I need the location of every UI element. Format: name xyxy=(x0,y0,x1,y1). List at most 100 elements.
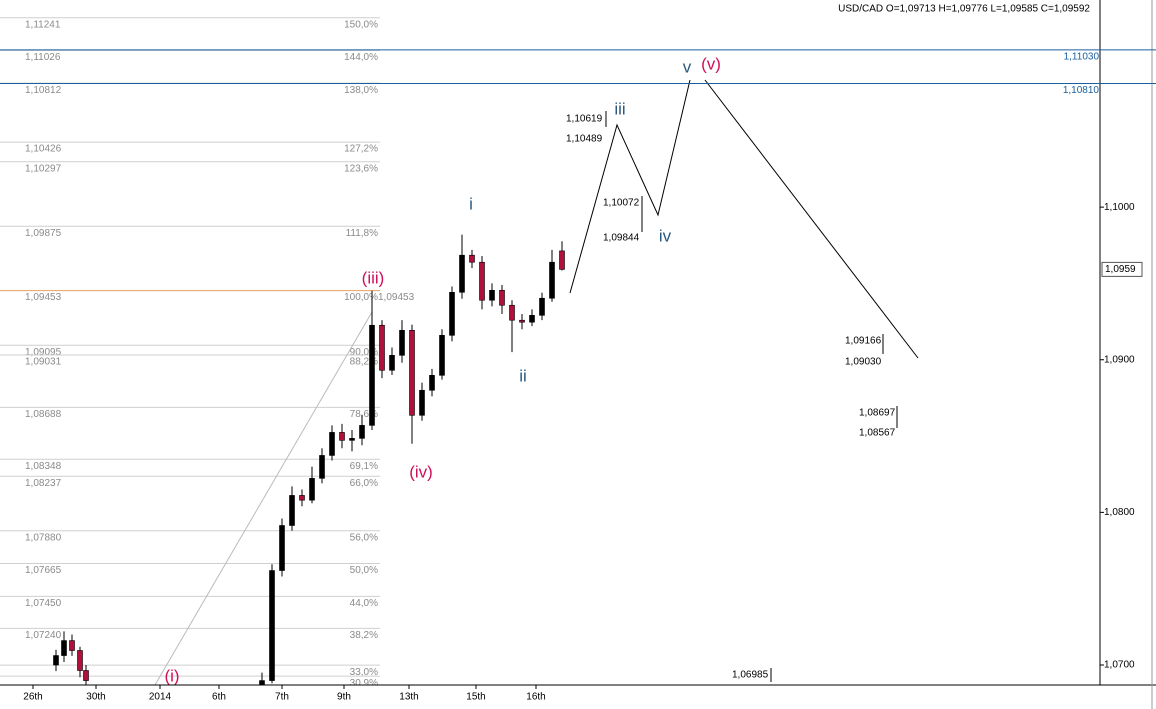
last-price-box xyxy=(1101,261,1143,277)
fib-pct-label: 30,9% xyxy=(350,678,378,689)
fib-pct-label: 44,0% xyxy=(350,598,378,609)
wave-label: iii xyxy=(614,99,625,118)
candle-body xyxy=(469,254,475,263)
level-label: 1,10810 xyxy=(1063,85,1100,96)
candle-body xyxy=(339,432,345,441)
wave-label: i xyxy=(469,194,473,213)
fib-pct-label: 69,1% xyxy=(350,461,378,472)
fib-price-label: 1,09031 xyxy=(25,357,62,368)
fib-pct-label: 33,0% xyxy=(350,667,378,678)
x-tick-label: 9th xyxy=(337,692,351,703)
candle-body xyxy=(499,290,505,306)
wave-label: iv xyxy=(659,226,672,245)
price-annotation: 1,10072 xyxy=(603,198,640,209)
fib-price-label: 1,09875 xyxy=(25,228,62,239)
candle-body xyxy=(319,455,325,479)
price-annotation: 1,08697 xyxy=(859,408,896,419)
fib-pct-label: 150,0% xyxy=(344,19,378,30)
fib-pct-label: 38,2% xyxy=(350,630,378,641)
projection-line xyxy=(704,79,919,359)
fib-price-label: 1,10812 xyxy=(25,85,62,96)
candle-body xyxy=(449,291,455,336)
candle-body xyxy=(439,335,445,376)
fib-price-label-right: 1,09453 xyxy=(378,292,415,303)
fib-price-label: 1,08348 xyxy=(25,461,62,472)
wave-label: v xyxy=(683,57,692,76)
x-tick-label: 7th xyxy=(275,692,289,703)
candle-body xyxy=(69,640,75,651)
wave-label: (v) xyxy=(701,54,721,73)
x-tick-label: 13th xyxy=(399,692,418,703)
candle-body xyxy=(539,297,545,316)
x-tick-label: 16th xyxy=(526,692,545,703)
fib-pct-label: 138,0% xyxy=(344,85,378,96)
x-tick-label: 30th xyxy=(86,692,105,703)
candle-body xyxy=(279,525,285,571)
price-annotation: 1,09166 xyxy=(845,336,882,347)
level-label: 1,11030 xyxy=(1064,52,1100,63)
x-tick-label: 2014 xyxy=(149,692,172,703)
fib-price-label: 1,07450 xyxy=(25,598,62,609)
fib-pct-label: 88,2% xyxy=(350,357,378,368)
fib-trendline xyxy=(154,311,373,685)
candle-body xyxy=(519,319,525,323)
fib-pct-label: 50,0% xyxy=(350,565,378,576)
last-price-label: 1,0959 xyxy=(1105,264,1136,275)
y-tick-label: 1,0700 xyxy=(1104,660,1135,671)
candle-body xyxy=(509,304,515,321)
fib-price-label: 1,08237 xyxy=(25,478,62,489)
price-annotation: 1,10489 xyxy=(566,134,603,145)
wave-label: ii xyxy=(519,366,527,385)
candle-body xyxy=(389,355,395,371)
candle-body xyxy=(259,680,265,685)
fib-pct-label: 111,8% xyxy=(346,228,379,239)
candle-body xyxy=(299,495,305,501)
fib-price-label: 1,08688 xyxy=(25,409,62,420)
candle-body xyxy=(77,650,83,671)
candle-body xyxy=(489,290,495,301)
chart-title: USD/CAD O=1,09713 H=1,09776 L=1,09585 C=… xyxy=(838,4,1090,15)
fib-price-label: 1,10297 xyxy=(25,163,62,174)
fib-pct-label: 144,0% xyxy=(344,52,378,63)
candle-body xyxy=(529,315,535,323)
fib-price-label: 1,11241 xyxy=(25,19,61,30)
candle-body xyxy=(349,438,355,441)
x-tick-label: 6th xyxy=(212,692,226,703)
price-annotation: 1,09844 xyxy=(603,233,640,244)
fib-pct-label: 66,0% xyxy=(350,478,378,489)
candle-body xyxy=(419,389,425,416)
fib-price-label: 1,09095 xyxy=(25,347,62,358)
price-annotation: 1,08567 xyxy=(859,428,896,439)
fib-price-label: 1,07665 xyxy=(25,565,62,576)
y-tick-label: 1,0900 xyxy=(1104,354,1135,365)
fib-price-label: 1,07240 xyxy=(25,630,62,641)
wave-label: (iv) xyxy=(409,462,433,481)
candle-body xyxy=(559,250,565,270)
fib-pct-label: 90,0% xyxy=(350,347,378,358)
candle-body xyxy=(329,432,335,456)
price-annotation: 1,10619 xyxy=(566,114,603,125)
fib-price-label: 1,09453 xyxy=(25,292,62,303)
x-tick-label: 15th xyxy=(466,692,485,703)
candle-body xyxy=(379,324,385,371)
candle-body xyxy=(289,495,295,526)
fib-pct-label: 78,6% xyxy=(350,409,378,420)
candle-body xyxy=(269,570,275,681)
wave-label: (i) xyxy=(164,666,179,685)
candle-body xyxy=(409,329,415,416)
price-annotation: 1,09030 xyxy=(845,357,882,368)
x-tick-label: 26th xyxy=(23,692,42,703)
fib-price-label: 1,11026 xyxy=(25,52,61,63)
candle-body xyxy=(83,670,89,681)
fib-price-label: 1,07880 xyxy=(25,532,62,543)
candle-body xyxy=(459,254,465,293)
plot-area: 1,11241 150,0% 1,11026 144,0% 1,10812 138,0% 1… xyxy=(0,17,919,689)
candle-body xyxy=(369,324,375,426)
candle-body xyxy=(549,261,555,299)
projection-line xyxy=(569,79,691,294)
fib-pct-label: 100,0% xyxy=(344,292,378,303)
y-tick-label: 1,0800 xyxy=(1104,507,1135,518)
candle-body xyxy=(479,261,485,301)
fib-pct-label: 123,6% xyxy=(344,163,378,174)
